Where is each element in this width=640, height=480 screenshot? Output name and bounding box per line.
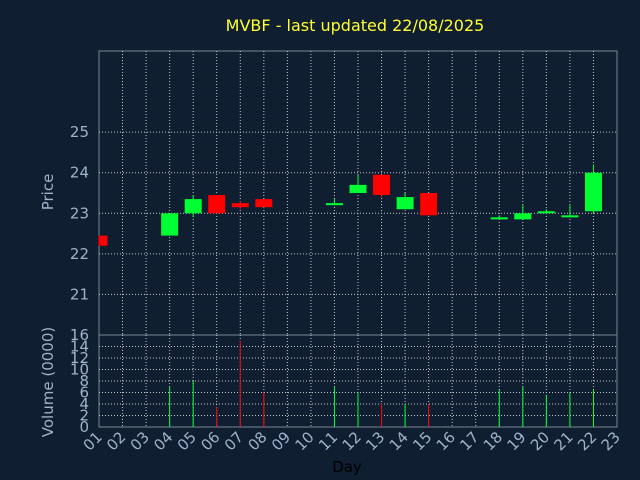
- volume-axis-label: Volume (0000): [39, 327, 57, 437]
- candle-body: [161, 213, 179, 236]
- x-tick-label: 10: [292, 428, 318, 454]
- candle-body: [208, 195, 226, 214]
- x-tick-label: 04: [150, 428, 176, 454]
- x-tick-label: 20: [527, 428, 553, 454]
- x-tick-label: 05: [174, 428, 200, 454]
- x-tick-label: 08: [244, 428, 270, 454]
- volume-tick-label: 8: [79, 372, 89, 390]
- x-tick-label: 23: [598, 428, 624, 454]
- x-tick-label: 07: [221, 428, 247, 454]
- price-tick-label: 23: [70, 204, 89, 222]
- x-tick-label: 15: [409, 428, 435, 454]
- candle-body: [514, 213, 532, 220]
- price-axis-label: Price: [39, 174, 57, 211]
- candle-body: [490, 217, 508, 220]
- candle-body: [584, 172, 602, 212]
- candle-body: [99, 235, 108, 246]
- candle-body: [396, 197, 414, 210]
- x-tick-label: 19: [503, 428, 529, 454]
- x-tick-label: 13: [362, 428, 388, 454]
- volume-tick-label: 0: [79, 418, 89, 436]
- x-tick-label: 22: [574, 428, 600, 454]
- price-tick-label: 24: [70, 164, 89, 182]
- candle-body: [373, 174, 391, 196]
- price-panel: 21 22 23 24 25: [70, 50, 618, 336]
- volume-tick-label: 16: [70, 326, 89, 344]
- x-tick-label: 12: [339, 428, 365, 454]
- candle-body: [349, 184, 367, 193]
- x-tick-label: 14: [386, 428, 412, 454]
- candle-body: [231, 203, 249, 208]
- x-tick-label: 16: [433, 428, 459, 454]
- x-tick-label: 21: [551, 428, 577, 454]
- volume-tick-label: 2: [79, 407, 89, 425]
- x-tick-label: 09: [268, 428, 294, 454]
- price-tick-label: 22: [70, 245, 89, 263]
- x-tick-label: 18: [480, 428, 506, 454]
- volume-tick-label: 14: [70, 338, 89, 356]
- candle-body: [561, 215, 579, 218]
- x-tick-label: 03: [127, 428, 153, 454]
- candle-body: [325, 203, 343, 206]
- volume-tick-label: 4: [79, 395, 89, 413]
- chart-title: MVBF - last updated 22/08/2025: [226, 16, 485, 35]
- x-tick-label: 02: [103, 428, 129, 454]
- volume-tick-label: 12: [70, 349, 89, 367]
- x-tick-label: 06: [197, 428, 223, 454]
- price-tick-label: 25: [70, 123, 89, 141]
- candle-body: [255, 199, 273, 208]
- x-axis: 0102030405060708091011121314151617181920…: [80, 428, 624, 454]
- candle-body: [420, 193, 438, 216]
- price-tick-label: 21: [70, 285, 89, 303]
- volume-tick-label: 6: [79, 384, 89, 402]
- x-tick-label: 11: [315, 428, 341, 454]
- x-tick-label: 17: [456, 428, 482, 454]
- x-axis-label: Day: [332, 458, 362, 476]
- candle-body: [537, 211, 555, 214]
- candle-body: [184, 199, 202, 214]
- volume-tick-label: 10: [70, 361, 89, 379]
